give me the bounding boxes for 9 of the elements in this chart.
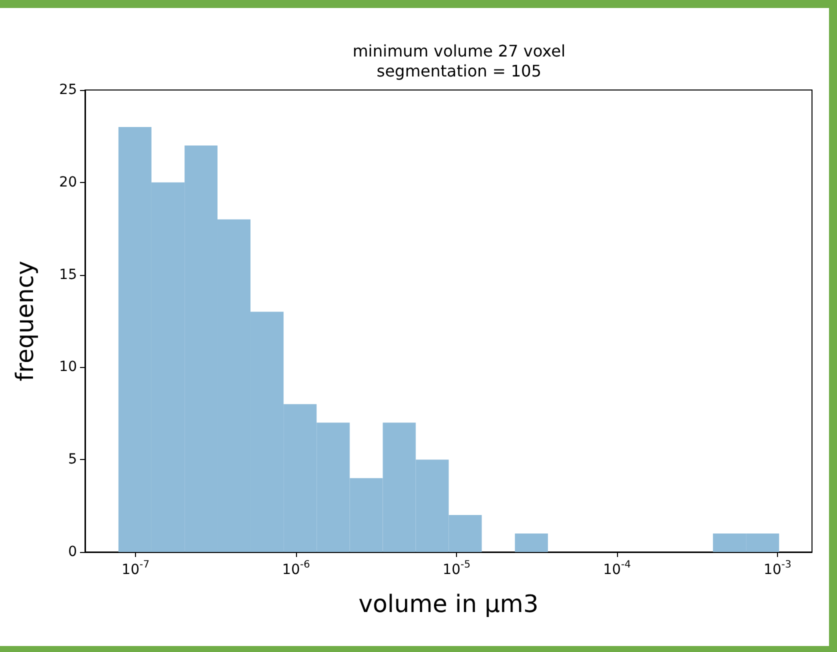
y-tick-label: 25 bbox=[59, 82, 77, 98]
y-tick-label: 5 bbox=[68, 452, 77, 468]
y-tick-label: 15 bbox=[59, 266, 77, 283]
chart-title: minimum volume 27 voxel segmentation = 105 bbox=[352, 42, 566, 80]
y-tick-label: 0 bbox=[68, 544, 77, 560]
x-axis-title: volume in µm3 bbox=[358, 590, 538, 618]
y-axis-title: frequency bbox=[11, 260, 39, 382]
y-tick-label: 20 bbox=[59, 174, 77, 190]
y-tick-label: 10 bbox=[59, 359, 77, 376]
